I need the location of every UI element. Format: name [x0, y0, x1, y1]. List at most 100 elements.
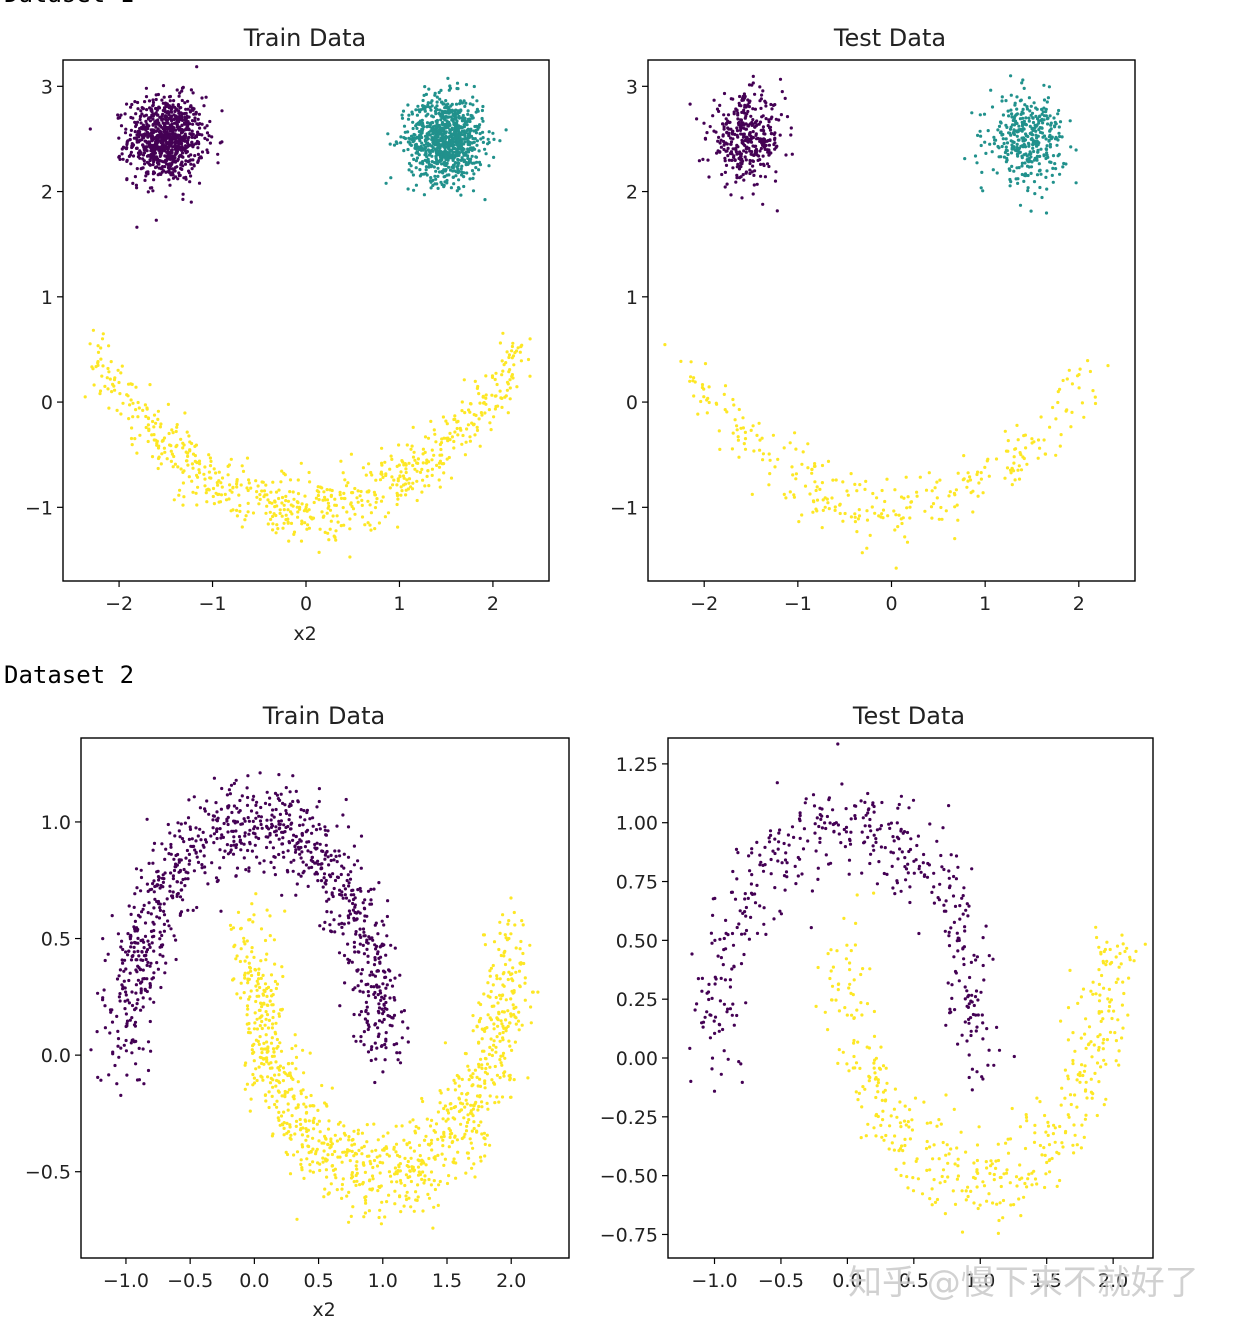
data-point	[159, 883, 163, 888]
data-point	[778, 133, 782, 137]
data-point	[215, 818, 219, 822]
data-point	[444, 115, 448, 119]
data-point	[177, 171, 181, 175]
data-point	[712, 98, 716, 102]
data-point	[400, 489, 404, 493]
data-point	[431, 146, 435, 150]
data-point	[420, 135, 424, 140]
data-point	[886, 514, 890, 518]
data-point	[348, 877, 353, 881]
data-point	[351, 901, 355, 906]
data-point	[228, 850, 232, 854]
data-point	[689, 360, 693, 364]
data-point	[460, 164, 464, 168]
data-point	[448, 84, 452, 88]
data-point	[281, 1079, 285, 1083]
data-point	[1031, 143, 1035, 147]
data-point	[860, 551, 864, 555]
data-point	[463, 453, 467, 457]
data-point	[107, 344, 111, 348]
data-point	[752, 173, 756, 177]
data-point	[335, 824, 339, 828]
data-point	[409, 1156, 413, 1160]
data-point	[1010, 112, 1014, 116]
data-point	[471, 103, 475, 107]
data-point	[101, 332, 105, 336]
data-point	[205, 799, 209, 803]
data-point	[439, 88, 443, 92]
data-point	[160, 145, 164, 149]
data-point	[388, 1023, 392, 1027]
data-point	[152, 906, 156, 910]
data-point	[373, 493, 377, 497]
data-point	[1047, 85, 1051, 89]
data-point	[143, 987, 147, 992]
data-point	[762, 145, 767, 149]
data-point	[179, 138, 183, 142]
data-point	[741, 140, 745, 144]
data-point	[1021, 107, 1025, 111]
data-point	[295, 500, 299, 504]
data-point	[181, 197, 185, 201]
data-point	[1046, 122, 1050, 126]
data-point	[165, 126, 169, 130]
data-point	[454, 108, 458, 112]
data-point	[1000, 95, 1004, 99]
data-point	[174, 128, 178, 132]
data-point	[274, 490, 279, 494]
data-point	[446, 1111, 451, 1115]
data-point	[430, 154, 434, 158]
data-point	[1035, 136, 1039, 140]
data-point	[388, 486, 392, 490]
data-point	[452, 122, 456, 126]
data-point	[376, 1034, 380, 1039]
data-point	[813, 464, 817, 468]
data-point	[719, 138, 723, 142]
data-point	[443, 137, 448, 141]
data-point	[143, 403, 147, 407]
data-point	[366, 1050, 371, 1054]
data-point	[1035, 144, 1039, 148]
data-point	[128, 133, 133, 137]
data-point	[465, 123, 469, 127]
data-point	[453, 414, 457, 418]
data-point	[325, 899, 329, 903]
data-point	[132, 905, 136, 910]
data-point	[492, 137, 496, 141]
data-point	[1021, 127, 1025, 131]
data-point	[331, 514, 335, 518]
data-point	[413, 133, 417, 137]
data-point	[444, 111, 449, 115]
data-point	[1052, 116, 1056, 120]
data-point	[528, 337, 532, 341]
data-point	[154, 122, 158, 126]
data-point	[753, 92, 757, 96]
data-point	[154, 438, 158, 442]
data-point	[702, 395, 706, 399]
data-point	[117, 136, 121, 140]
data-point	[979, 471, 983, 475]
data-point	[265, 818, 269, 822]
data-point	[393, 976, 397, 980]
data-point	[456, 1150, 460, 1154]
data-point	[281, 830, 285, 835]
data-point	[438, 150, 442, 154]
x-tick-label: −2	[690, 593, 718, 615]
data-point	[143, 934, 148, 939]
data-point	[1053, 124, 1057, 128]
data-point	[472, 422, 476, 426]
data-point	[231, 829, 235, 834]
data-point	[346, 873, 350, 877]
data-point	[124, 1049, 128, 1053]
data-point	[247, 819, 251, 823]
data-point	[373, 527, 377, 531]
data-point	[465, 171, 469, 175]
data-point	[226, 822, 230, 827]
data-point	[1022, 139, 1026, 143]
data-point	[458, 102, 462, 106]
data-point	[763, 175, 768, 179]
data-point	[261, 973, 265, 978]
data-point	[195, 473, 199, 477]
data-point	[496, 404, 500, 408]
data-point	[794, 477, 798, 481]
